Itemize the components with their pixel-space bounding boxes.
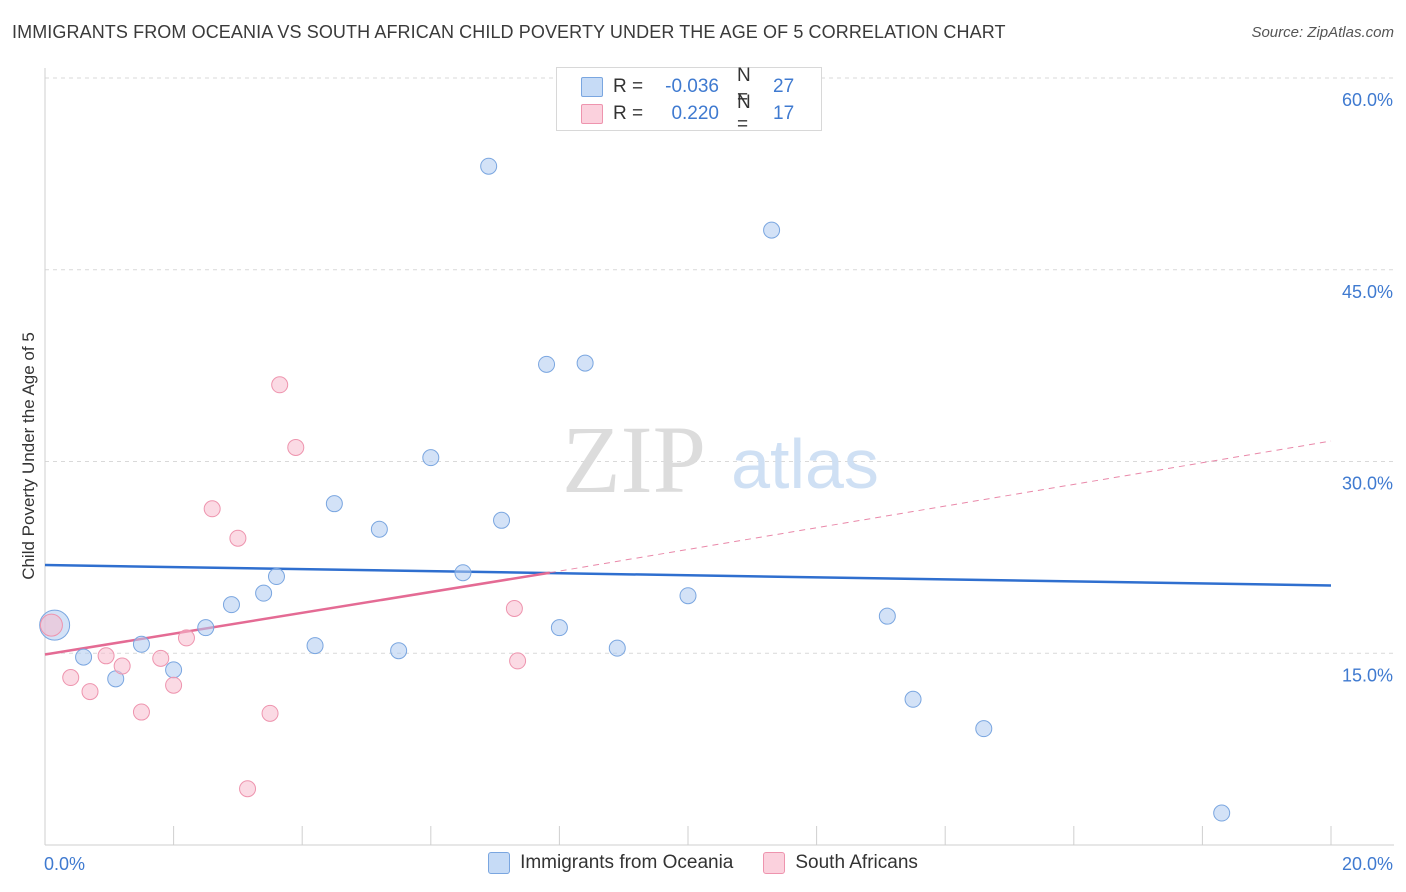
trend-line-oceania bbox=[44, 563, 1332, 587]
point-south-africans bbox=[271, 376, 289, 394]
point-south-africans bbox=[39, 613, 63, 637]
series-legend-item-south-africans: South Africans bbox=[763, 852, 918, 874]
point-oceania bbox=[1213, 804, 1231, 822]
point-oceania bbox=[763, 221, 781, 239]
point-south-africans bbox=[177, 629, 195, 647]
y-tick-label: 30.0% bbox=[1342, 474, 1393, 494]
point-south-africans bbox=[165, 676, 183, 694]
legend-r-value: -0.036 bbox=[665, 76, 719, 97]
point-south-africans bbox=[505, 600, 523, 618]
point-south-africans bbox=[113, 657, 131, 675]
point-oceania bbox=[454, 564, 472, 582]
point-oceania bbox=[538, 355, 556, 373]
y-tick-label: 60.0% bbox=[1342, 90, 1393, 110]
axes bbox=[44, 68, 1394, 846]
point-oceania bbox=[493, 511, 511, 529]
trend-extension-south-africans bbox=[549, 440, 1332, 574]
point-oceania bbox=[75, 648, 93, 666]
point-oceania bbox=[370, 520, 388, 538]
point-oceania bbox=[975, 720, 993, 738]
point-oceania bbox=[325, 495, 343, 513]
data-points bbox=[39, 157, 1231, 822]
point-south-africans bbox=[81, 683, 99, 701]
watermark-atlas: atlas bbox=[731, 425, 879, 503]
legend-swatch-pink bbox=[581, 104, 603, 124]
series-swatch-pink bbox=[763, 852, 786, 874]
legend-n-label: N = bbox=[737, 65, 751, 108]
point-oceania bbox=[165, 661, 183, 679]
point-south-africans bbox=[152, 649, 170, 667]
legend-r-label: R = bbox=[613, 103, 644, 124]
y-axis-title: Child Poverty Under the Age of 5 bbox=[19, 332, 38, 580]
series-swatch-blue bbox=[488, 852, 511, 874]
point-oceania bbox=[878, 607, 896, 625]
watermark-zip: ZIP bbox=[562, 406, 706, 513]
trend-line-south-africans bbox=[44, 571, 550, 656]
point-south-africans bbox=[287, 438, 305, 456]
point-south-africans bbox=[509, 652, 527, 670]
point-oceania bbox=[267, 568, 285, 586]
legend-swatch-blue bbox=[581, 77, 603, 97]
point-south-africans bbox=[62, 669, 80, 687]
legend-row-oceania: R = -0.036 N = 27 bbox=[581, 65, 795, 108]
point-south-africans bbox=[261, 704, 279, 722]
point-oceania bbox=[197, 619, 215, 637]
series-legend-label: South Africans bbox=[795, 852, 918, 873]
x-tick-label: 0.0% bbox=[44, 854, 85, 874]
point-oceania bbox=[576, 354, 594, 372]
correlation-legend: R = -0.036 N = 27 R = 0.220 N = 17 bbox=[556, 65, 822, 135]
point-south-africans bbox=[203, 500, 221, 518]
point-oceania bbox=[679, 587, 697, 605]
legend-n-label: N = bbox=[737, 92, 751, 135]
grid-lines bbox=[45, 77, 1394, 654]
series-legend-label: Immigrants from Oceania bbox=[520, 852, 734, 873]
point-oceania bbox=[904, 690, 922, 708]
y-tick-label: 15.0% bbox=[1342, 665, 1393, 685]
trend-lines bbox=[44, 440, 1332, 656]
series-legend: Immigrants from Oceania South Africans bbox=[0, 852, 1406, 874]
point-oceania bbox=[608, 639, 626, 657]
point-south-africans bbox=[239, 780, 257, 798]
series-legend-item-oceania: Immigrants from Oceania bbox=[488, 852, 733, 874]
legend-n-value: 27 bbox=[773, 76, 795, 97]
axis-labels: 15.0% 30.0% 45.0% 60.0% 0.0% 20.0% Child Pover… bbox=[19, 90, 1393, 874]
point-south-africans bbox=[132, 703, 150, 721]
legend-r-label: R = bbox=[613, 76, 644, 97]
legend-n-value: 17 bbox=[773, 103, 795, 124]
point-oceania bbox=[255, 584, 273, 602]
point-south-africans bbox=[229, 529, 247, 547]
point-oceania bbox=[306, 637, 324, 655]
point-oceania bbox=[390, 642, 408, 660]
legend-r-value: 0.220 bbox=[671, 103, 719, 124]
source-text: Source: ZipAtlas.com bbox=[1251, 24, 1394, 41]
legend-row-south-africans: R = 0.220 N = 17 bbox=[581, 92, 795, 135]
point-south-africans bbox=[97, 647, 115, 665]
point-oceania bbox=[422, 449, 440, 467]
point-oceania bbox=[550, 619, 568, 637]
point-oceania bbox=[132, 635, 150, 653]
point-oceania bbox=[222, 596, 240, 614]
point-oceania bbox=[480, 157, 498, 175]
y-tick-label: 45.0% bbox=[1342, 282, 1393, 302]
x-tick-label: 20.0% bbox=[1342, 854, 1393, 874]
chart-title: IMMIGRANTS FROM OCEANIA VS SOUTH AFRICAN… bbox=[12, 22, 1006, 42]
